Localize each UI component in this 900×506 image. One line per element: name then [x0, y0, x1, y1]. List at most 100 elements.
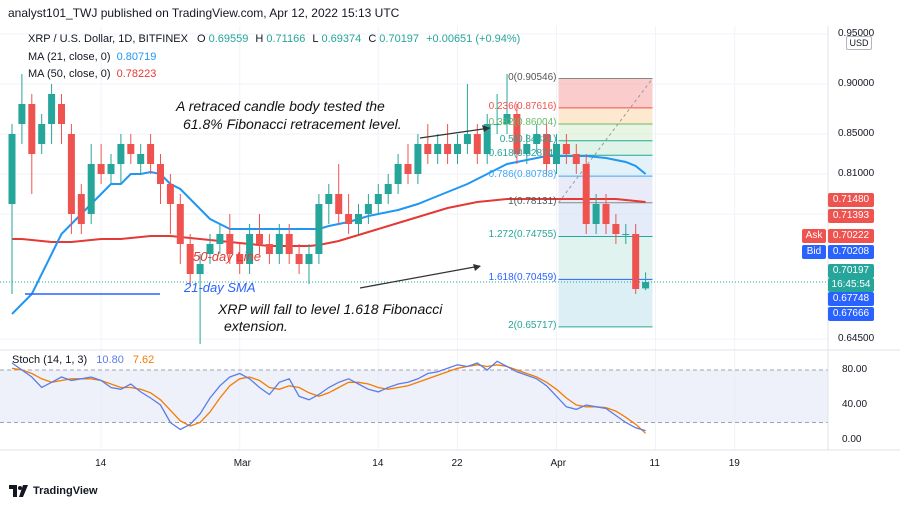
candle-body	[265, 244, 273, 254]
fib-label: 0.786(0.80788)	[488, 169, 557, 181]
candle-body	[325, 194, 333, 204]
candle-body	[77, 194, 85, 224]
candle-body	[454, 144, 461, 154]
candle-body	[533, 134, 541, 144]
candle-body	[38, 124, 46, 144]
time-tick-label: Apr	[550, 458, 567, 469]
candle-body	[503, 114, 511, 124]
ma21-legend-value: 0.80719	[116, 51, 157, 63]
stoch-d-value: 7.62	[132, 354, 155, 366]
candle-body	[384, 184, 392, 194]
candle-body	[562, 144, 570, 154]
candle-body	[612, 224, 620, 234]
tradingview-logo: TradingView	[9, 485, 98, 497]
fib-zone	[558, 140, 653, 156]
arrow-fall-head	[473, 264, 481, 271]
candle-body	[632, 234, 640, 289]
fib-label: 1.272(0.74755)	[488, 229, 557, 241]
fib-label: 0(0.90546)	[508, 71, 557, 83]
ma21-legend-label: MA (21, close, 0)	[28, 51, 111, 63]
candle-body	[117, 144, 125, 164]
candle-body	[236, 254, 244, 264]
candle-body	[137, 154, 145, 164]
fib-zone	[558, 78, 653, 108]
currency-badge[interactable]: USD	[846, 36, 872, 50]
candle-body	[592, 204, 600, 224]
symbol-legend: XRP / U.S. Dollar, 1D, BITFINEX O 0.69559…	[28, 33, 520, 45]
price-tag: 0.67748	[828, 292, 874, 306]
low-value: 0.69374	[321, 33, 362, 45]
price-tag: 0.70197	[828, 264, 874, 278]
candle-body	[444, 144, 452, 154]
candle-body	[523, 144, 531, 154]
candle-body	[166, 184, 174, 204]
close-value: 0.70197	[379, 33, 420, 45]
candle-body	[582, 164, 590, 224]
stoch-tick-label: 40.00	[842, 399, 868, 410]
candle-body	[186, 244, 194, 274]
stoch-k-value: 10.80	[96, 354, 124, 366]
price-tag: 0.70222	[828, 229, 874, 243]
footer	[0, 472, 900, 506]
candle-body	[355, 214, 362, 224]
candle-body	[275, 234, 283, 254]
close-label: C	[368, 33, 377, 45]
candle-body	[67, 134, 75, 214]
candle-body	[374, 194, 382, 204]
candle-body	[8, 134, 16, 204]
fib-trend-line	[558, 78, 653, 203]
candle-body	[543, 134, 551, 164]
fib-zone	[558, 107, 653, 124]
high-label: H	[255, 33, 264, 45]
candle-body	[107, 164, 115, 174]
stoch-label: Stoch (14, 1, 3)	[12, 354, 88, 366]
ma50-line	[12, 198, 646, 247]
fibonacci-tool	[558, 78, 653, 328]
candle-body	[97, 164, 105, 174]
candle-body	[602, 204, 610, 224]
moving-average-lines	[0, 155, 828, 315]
time-tick-label: 14	[95, 458, 107, 469]
candle-body	[424, 144, 432, 154]
candle-body	[572, 154, 580, 164]
fib-label: 1.618(0.70459)	[488, 272, 557, 284]
fib-label: 0.382(0.86004)	[488, 116, 557, 128]
price-tick-label: 0.64500	[838, 333, 875, 344]
candle-body	[87, 164, 95, 214]
retrace-annotation-line1: A retraced candle body tested the	[176, 98, 385, 114]
high-value: 0.71166	[266, 33, 306, 45]
candle-body	[305, 254, 313, 264]
publish-header: analyst101_TWJ published on TradingView.…	[0, 0, 900, 26]
candle-body	[364, 204, 372, 214]
tradingview-logo-icon	[9, 485, 28, 497]
open-value: 0.69559	[208, 33, 249, 45]
change-value: +0.00651 (+0.94%)	[426, 33, 521, 45]
ma50-annotation: 50-day Line	[193, 249, 261, 264]
candle-body	[196, 264, 204, 274]
candle-body	[394, 164, 402, 184]
tradingview-logo-text: TradingView	[33, 485, 98, 497]
candle-body	[256, 234, 263, 244]
stoch-tick-label: 0.00	[842, 434, 862, 445]
candle-body	[226, 234, 234, 254]
price-tag: 16:45:54	[828, 278, 874, 292]
stoch-band	[0, 370, 828, 423]
stoch-tick-label: 80.00	[842, 364, 868, 375]
annotation-drawings	[25, 125, 491, 295]
candle-body	[285, 234, 293, 254]
candle-body	[58, 104, 65, 124]
candle-body	[483, 124, 491, 154]
ma50-legend-label: MA (50, close, 0)	[28, 68, 111, 80]
fib-label: 0.5(0.84331)	[499, 133, 557, 145]
time-tick-label: 14	[372, 458, 384, 469]
time-tick-label: 22	[451, 458, 463, 469]
price-tag: 0.71393	[828, 209, 874, 223]
candle-body	[28, 104, 36, 154]
candle-body	[335, 194, 343, 214]
price-tick-label: 0.85000	[838, 128, 875, 139]
candle-body	[246, 234, 254, 264]
candle-body	[493, 124, 501, 125]
stoch-k-line	[11, 360, 646, 432]
candle-body	[414, 144, 422, 174]
